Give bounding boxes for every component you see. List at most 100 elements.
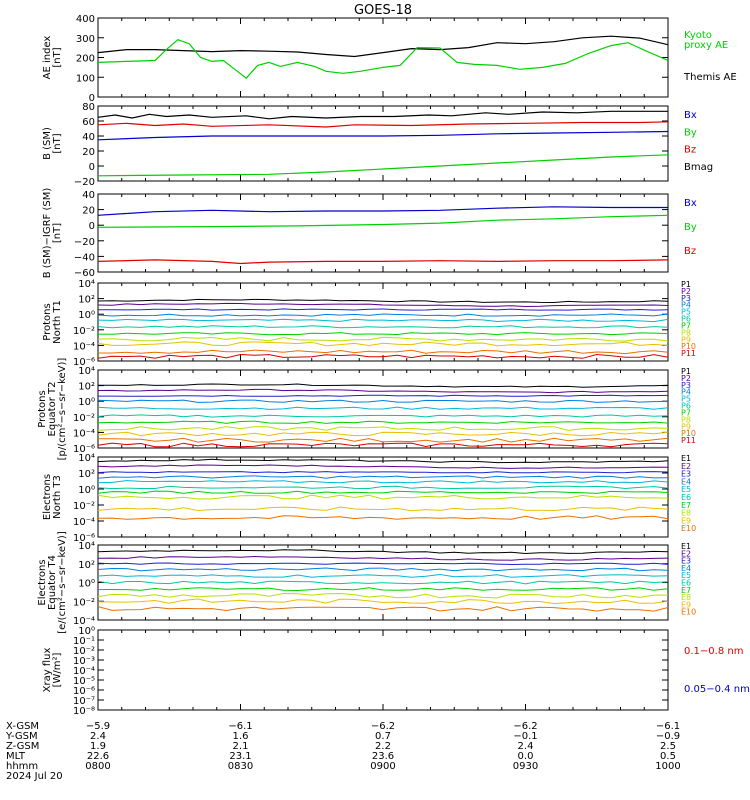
channel-trace — [97, 598, 669, 605]
legend-label: P3 — [681, 381, 691, 390]
series-line — [97, 130, 669, 141]
y-axis-label: North T3 — [52, 475, 63, 519]
channel-trace — [97, 480, 669, 484]
channel-trace — [97, 426, 669, 431]
panel-frame — [97, 17, 669, 98]
y-axis-label: B (SM) — [42, 127, 53, 160]
channel-trace — [97, 580, 669, 585]
footer-value: −6.2 — [371, 721, 395, 732]
footer-value: 23.1 — [229, 751, 251, 762]
footer-value: 1000 — [655, 761, 680, 772]
channel-trace — [97, 592, 668, 599]
footer-value: −6.2 — [513, 721, 537, 732]
y-axis-label: AE index — [42, 36, 53, 80]
y-tick-label: 0 — [89, 221, 95, 232]
y-tick-label: 10² — [78, 295, 95, 306]
legend-label: E6 — [681, 493, 691, 502]
footer-value: −0.9 — [656, 731, 680, 742]
legend-label: P3 — [681, 294, 691, 303]
footer-value: 2.5 — [660, 741, 676, 752]
legend-label: E9 — [681, 600, 691, 609]
legend-label: E3 — [681, 557, 691, 566]
channel-trace — [97, 336, 669, 342]
channel-trace — [97, 318, 669, 323]
legend-label: P4 — [681, 388, 691, 397]
y-tick-label: 400 — [76, 14, 95, 25]
legend-label: E8 — [681, 509, 691, 518]
channel-trace — [97, 388, 669, 394]
y-tick-label: 10⁻² — [73, 646, 95, 657]
footer-value: 0.7 — [375, 731, 391, 742]
footer-row-label: MLT — [6, 751, 26, 762]
legend-label: E8 — [681, 593, 691, 602]
y-tick-label: 10⁻⁴ — [73, 428, 95, 439]
legend-label: P2 — [681, 374, 691, 383]
legend-label: E10 — [681, 608, 696, 617]
footer-value: 1.9 — [90, 741, 106, 752]
legend-label: E1 — [681, 454, 691, 463]
legend-label: E4 — [681, 477, 691, 486]
y-axis-label: Xray flux — [42, 648, 53, 693]
y-tick-label: 10⁻³ — [73, 656, 95, 667]
y-tick-label: 10⁻⁸ — [73, 706, 95, 717]
y-tick-label: 200 — [76, 54, 95, 65]
legend-label: Bx — [684, 110, 697, 121]
legend-label: E9 — [681, 516, 691, 525]
y-tick-label: 80 — [82, 102, 95, 113]
y-tick-label: 40 — [82, 132, 95, 143]
legend-label: P11 — [681, 436, 696, 445]
y-axis-label: [W/m²] — [52, 652, 63, 687]
legend-label: proxy AE — [684, 40, 728, 51]
y-tick-label: 60 — [82, 117, 95, 128]
legend-label: P5 — [681, 395, 691, 404]
y-tick-label: 300 — [76, 34, 95, 45]
footer-value: 0830 — [228, 761, 253, 772]
footer-value: 0800 — [85, 761, 110, 772]
y-tick-label: 0 — [89, 162, 95, 173]
channel-trace — [97, 341, 669, 347]
y-tick-label: 10⁰ — [78, 485, 95, 496]
series-line — [97, 39, 669, 80]
panel-frame — [97, 282, 669, 362]
channel-trace — [97, 606, 669, 612]
y-axis-label: Protons — [37, 390, 48, 427]
series-line — [97, 154, 669, 177]
legend-label: Kyoto — [684, 30, 712, 41]
channel-trace — [97, 464, 669, 469]
footer-date: 2024 Jul 20 — [6, 771, 63, 782]
channel-trace — [97, 353, 669, 359]
footer-value: 0.0 — [518, 751, 534, 762]
y-axis-label: North T1 — [52, 300, 63, 344]
y-tick-label: 10⁴ — [78, 541, 95, 552]
y-axis-label: Protons — [42, 303, 53, 340]
legend-label: P1 — [681, 367, 691, 376]
legend-label: E5 — [681, 485, 691, 494]
channel-trace — [97, 302, 669, 308]
y-axis-label: [p/(cm²−s−sr−keV)] — [57, 358, 68, 461]
legend-label: E2 — [681, 462, 691, 471]
y-tick-label: 10⁻⁷ — [73, 696, 95, 707]
channel-trace — [97, 471, 669, 474]
plot-title: GOES-18 — [354, 3, 412, 18]
legend-label: Bmag — [684, 162, 713, 173]
panel-en: 10⁻⁶ 10⁻⁴ 10⁻² 10⁰ 10² 10⁴ Electrons North T3 E1… — [42, 453, 696, 544]
legend-label: 0.05−0.4 nm — [684, 684, 750, 695]
legend-label: By — [684, 222, 697, 233]
footer-value: 2.4 — [90, 731, 106, 742]
y-tick-label: 10⁻⁵ — [73, 676, 95, 687]
channel-trace — [97, 332, 669, 336]
channel-trace — [97, 431, 669, 437]
legend-label: Bx — [684, 198, 697, 209]
footer-value: 0.5 — [660, 751, 676, 762]
y-axis-label: [e/(cm²−s−sr−keV)] — [57, 531, 68, 634]
channel-trace — [97, 458, 669, 464]
y-tick-label: 10⁻⁴ — [73, 666, 95, 677]
y-tick-label: −40 — [74, 252, 95, 263]
panel-bmigrf: −60 −40 −20 0 20 40 B (SM)−IGRF (SM) [nT] Bx By Bz — [42, 188, 697, 279]
footer-value: −5.9 — [86, 721, 110, 732]
channel-trace — [97, 442, 669, 448]
y-tick-label: 10⁻² — [73, 501, 95, 512]
channel-trace — [97, 549, 669, 555]
channel-trace — [97, 313, 669, 317]
